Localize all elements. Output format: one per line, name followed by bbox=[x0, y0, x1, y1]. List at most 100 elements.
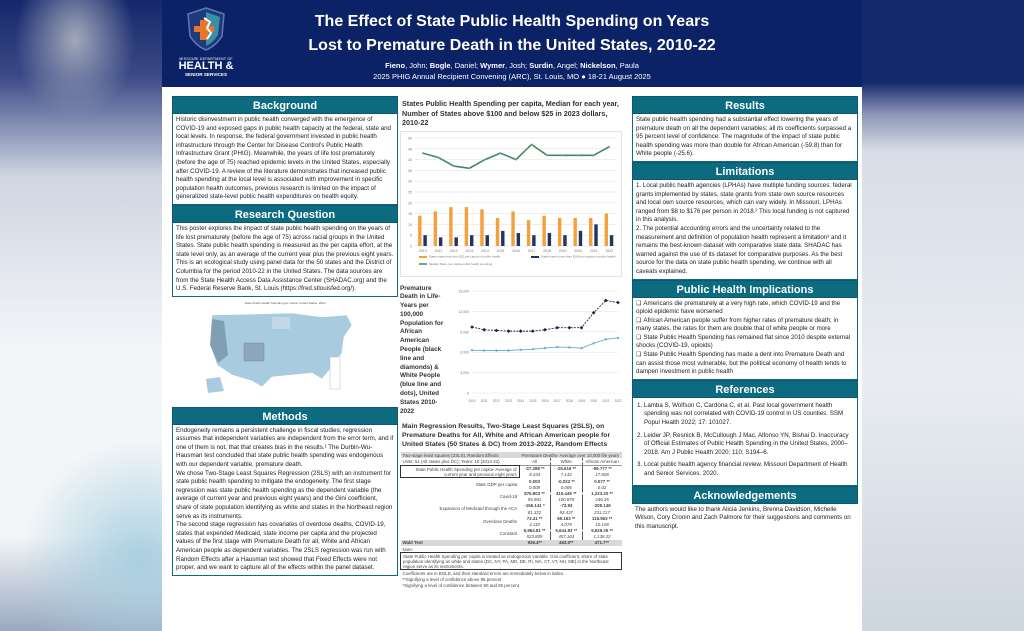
reference-item: 1. Lamba S, Wolfson C, Cardona C, et al.… bbox=[637, 401, 844, 427]
methods-heading: Methods bbox=[172, 406, 398, 425]
coefficient: 1,223.20 ** bbox=[581, 490, 622, 497]
research-question-text: This poster explores the impact of state… bbox=[172, 222, 398, 297]
methods-paragraph: Endogeneity remains a persistent challen… bbox=[176, 426, 394, 469]
wald-value: 463.0** bbox=[559, 540, 574, 546]
implications-heading: Public Health Implications bbox=[632, 279, 858, 298]
column-left: Background Historic disinvestment in pub… bbox=[172, 96, 398, 576]
standard-error: 4.119 bbox=[529, 521, 540, 527]
coefficient: 876.802 ** bbox=[524, 490, 545, 496]
shield-icon bbox=[187, 7, 225, 51]
reference-item: 2. Leider JP, Resnick B, McCullough J Ma… bbox=[637, 431, 849, 456]
svg-text:12,000: 12,000 bbox=[458, 309, 469, 313]
row-label: Overdose Deaths bbox=[482, 518, 518, 524]
premature-death-chart: 0 3,000 6,000 9,000 12,000 15,000 2010 2011 2012… bbox=[450, 285, 622, 405]
column-header: All bbox=[532, 459, 537, 465]
poster-header: MISSOURI DEPARTMENT OF HEALTH & SENIOR S… bbox=[162, 0, 862, 87]
limitation-item: 2. The potential accounting errors and t… bbox=[636, 224, 847, 275]
chart1-svg: 0 5 10 15 20 25 30 35 40 45 50 2010 2011 2012 2013 2014… bbox=[408, 136, 617, 266]
row-label: Expansion of Medicaid through the ACA bbox=[439, 506, 518, 512]
acknowledgements-text: The authors would like to thank Alicia J… bbox=[632, 503, 858, 534]
svg-text:2014: 2014 bbox=[517, 399, 524, 403]
svg-text:2012: 2012 bbox=[493, 399, 500, 403]
reference-item: 3. Local public health agency financial … bbox=[637, 461, 848, 477]
svg-text:2014: 2014 bbox=[481, 249, 489, 253]
implication-item: Americans die prematurely at a very high… bbox=[636, 300, 854, 317]
background-text: Historic disinvestment in public health … bbox=[172, 114, 398, 205]
svg-text:2011: 2011 bbox=[481, 399, 488, 403]
svg-text:2015: 2015 bbox=[529, 399, 536, 403]
table-header-right: Premature Deaths- Average over 10,000 li… bbox=[521, 452, 620, 458]
coefficient: -0.022 ** bbox=[549, 477, 583, 485]
coefficient: 5,644.93 ** bbox=[549, 527, 583, 534]
table-units: Units: 51 (All states plus DC); Years: 1… bbox=[402, 459, 500, 465]
standard-error: 8.334 bbox=[529, 472, 541, 478]
standard-error: 10.108 bbox=[581, 521, 622, 528]
table-row: 81.322 93.437 231.217 bbox=[401, 508, 622, 516]
blurred-background-left bbox=[0, 0, 162, 631]
svg-text:10: 10 bbox=[408, 222, 412, 226]
svg-text:40: 40 bbox=[408, 158, 412, 162]
coefficient: -27.288 ** bbox=[525, 466, 545, 472]
acknowledgements-heading: Acknowledgements bbox=[632, 485, 858, 504]
coefficient: 116.563 ** bbox=[581, 515, 622, 522]
implication-item: State Public Health Spending has made a … bbox=[636, 351, 854, 377]
svg-text:2013: 2013 bbox=[505, 399, 512, 403]
svg-text:9,000: 9,000 bbox=[460, 330, 469, 334]
blurred-background-right bbox=[862, 0, 1024, 631]
coefficient: 69.163 ** bbox=[549, 515, 583, 522]
limitations-text: 1. Local public health agencies (LPHAs) … bbox=[632, 179, 858, 280]
svg-text:2017: 2017 bbox=[554, 399, 561, 403]
svg-text:2016: 2016 bbox=[541, 399, 548, 403]
references-heading: References bbox=[632, 379, 858, 398]
implication-item: State Public Health Spending has remaine… bbox=[636, 334, 854, 351]
standard-error: 231.217 bbox=[581, 508, 622, 516]
svg-text:45: 45 bbox=[408, 147, 412, 151]
logo-org-sub: SENIOR SERVICES bbox=[184, 72, 228, 77]
svg-text:2019: 2019 bbox=[578, 399, 585, 403]
note-bold: Coefficients are in BOLD, and their stan… bbox=[402, 571, 565, 577]
us-map-icon bbox=[206, 312, 353, 393]
table-row: 523.809 457.163 1,138.22 bbox=[401, 533, 622, 540]
row-label: Covid-19 bbox=[499, 494, 518, 500]
significance-note: *Signifying a level of confidence betwee… bbox=[402, 583, 519, 589]
research-question-heading: Research Question bbox=[172, 204, 398, 223]
coefficient: 0.003 bbox=[529, 478, 541, 484]
author-list: Fieno, John; Bogle, Daniel; Wymer, Josh;… bbox=[373, 61, 651, 81]
significance-note: **Signifying a level of confidence above… bbox=[402, 577, 502, 583]
svg-text:2017: 2017 bbox=[528, 249, 536, 253]
row-label: Constant bbox=[499, 531, 518, 537]
coefficient: 73.41 ** bbox=[526, 515, 543, 521]
methods-paragraph: We chose Two-Stage Least Squares Regress… bbox=[176, 469, 393, 520]
table-row: Overdose Deaths 73.41 ** 69.163 ** 116.563 … bbox=[401, 515, 622, 524]
standard-error: 0.02 bbox=[581, 484, 622, 491]
row-label: State GDP per capita bbox=[475, 481, 518, 487]
svg-text:20: 20 bbox=[408, 201, 412, 205]
author-first: Paula bbox=[619, 61, 639, 70]
svg-text:2022: 2022 bbox=[614, 399, 621, 403]
map-title: State Public Health Spending per capita,… bbox=[244, 300, 326, 305]
table-row: State Public Health Spending per capita–… bbox=[400, 464, 622, 479]
table-header-left: Two-stage least squares (2SLS), Random E… bbox=[402, 452, 499, 458]
standard-error: 457.163 bbox=[549, 533, 583, 540]
standard-error: 7.144 bbox=[549, 471, 583, 478]
methods-paragraph: The second stage regression has covariat… bbox=[176, 521, 386, 572]
standard-error: 0.008 bbox=[529, 484, 541, 490]
table-row: Covid-19 876.802 ** 415.449 ** 1,223.20 ** bbox=[401, 490, 622, 499]
svg-text:2018: 2018 bbox=[543, 249, 551, 253]
standard-error: 523.809 bbox=[526, 534, 543, 540]
coefficient: 415.449 ** bbox=[549, 490, 583, 497]
standard-error: 4.079 bbox=[549, 521, 583, 528]
svg-text:States spent more than $100 pe: States spent more than $100 per capita o… bbox=[541, 254, 616, 258]
coefficient: -25.616 ** bbox=[549, 465, 583, 472]
references-list: 1. Lamba S, Wolfson C, Cardona C, et al.… bbox=[632, 397, 858, 486]
coefficient: 6,964.81 ** bbox=[523, 528, 546, 534]
standard-error: 246.35 bbox=[581, 496, 622, 503]
table-row: 4.119 4.079 10.108 bbox=[401, 521, 622, 528]
svg-text:2022: 2022 bbox=[605, 249, 613, 253]
author-last: Bogle bbox=[429, 61, 451, 70]
regression-table: Two-stage least squares (2SLS), Random E… bbox=[400, 452, 622, 589]
premature-death-figure: Premature Death in Life-Years per 100,00… bbox=[400, 285, 622, 417]
chart2-title: Premature Death in Life-Years per 100,00… bbox=[400, 284, 444, 415]
svg-text:2021: 2021 bbox=[590, 249, 598, 253]
table-row: Expansion of Medicaid through the ACA -15… bbox=[401, 502, 622, 511]
